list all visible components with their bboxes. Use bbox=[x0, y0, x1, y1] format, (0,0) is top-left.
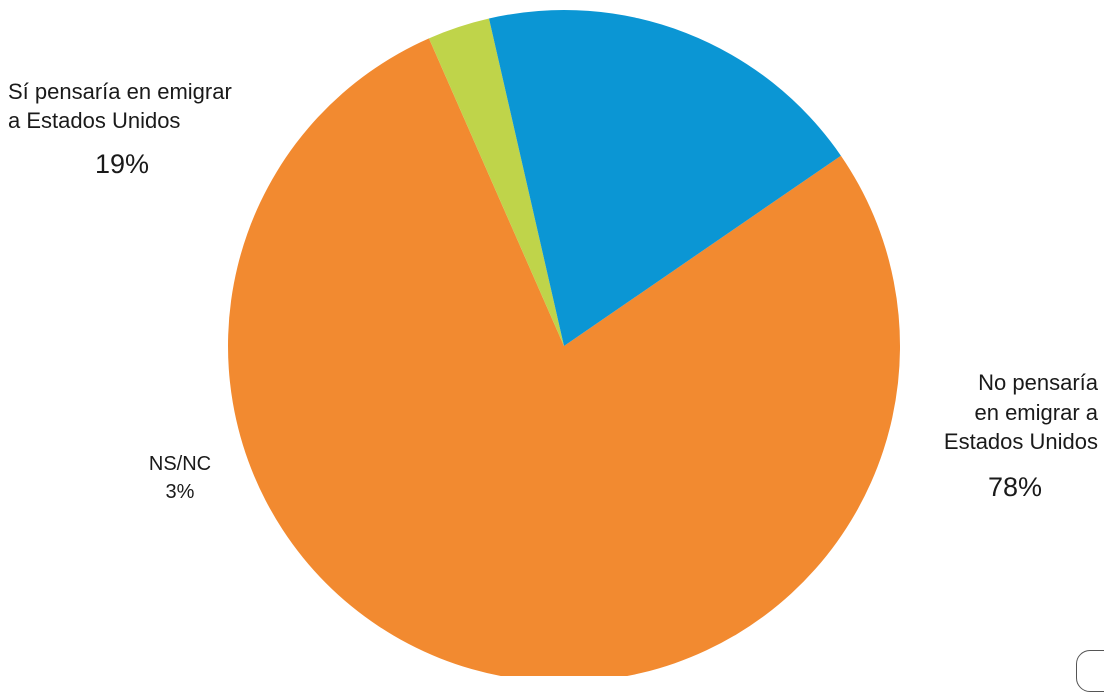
label-ns-nc: NS/NC 3% bbox=[130, 450, 230, 506]
label-no-line2: en emigrar a bbox=[974, 399, 1098, 425]
label-no-percent: 78% bbox=[987, 472, 1042, 503]
label-no-line3: Estados Unidos bbox=[943, 429, 1098, 455]
pie-slice-0 bbox=[228, 38, 900, 676]
label-no-line1: No pensaría bbox=[978, 370, 1098, 395]
pie-chart bbox=[228, 9, 900, 676]
pie-slice-1 bbox=[428, 18, 564, 346]
label-si-line1: Sí pensaría en emigrar bbox=[8, 79, 232, 104]
pie-slice-2 bbox=[488, 9, 841, 346]
label-ns-percent: 3% bbox=[165, 481, 195, 503]
label-ns-line1: NS/NC bbox=[148, 453, 212, 475]
label-si-line2: a Estados Unidos bbox=[8, 107, 181, 133]
label-si-percent: 19% bbox=[95, 149, 150, 180]
label-no-pensaria: No pensaría en emigrar a Estados Unidos … bbox=[890, 368, 1098, 506]
label-si-pensaria: Sí pensaría en emigrar a Estados Unidos … bbox=[8, 78, 308, 182]
corner-decoration bbox=[1076, 650, 1104, 692]
